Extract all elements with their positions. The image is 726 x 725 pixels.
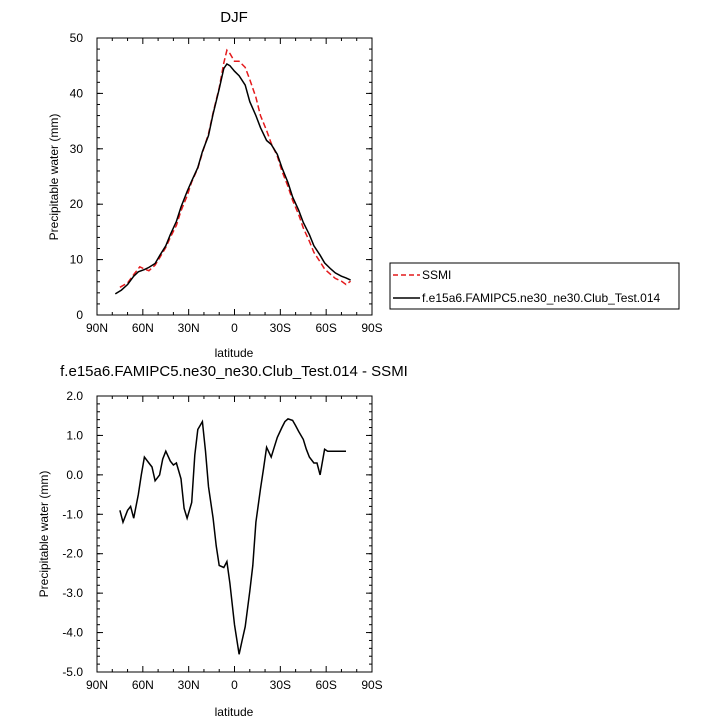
bottom-x-tick-label: 90N [86,678,108,692]
bottom-x-tick-label: 30S [270,678,291,692]
bottom-plot-frame [96,395,373,673]
bottom-y-tick-label: 0.0 [66,468,83,482]
top-series-layer [114,48,352,295]
bottom-y-tick-label: -1.0 [62,507,83,521]
top-x-tick-label: 0 [231,321,238,335]
bottom-xlabel: latitude [215,705,254,719]
top-x-tick-label: 60N [132,321,154,335]
bottom-series-layer [119,418,346,655]
top-chart-title: DJF [220,9,248,26]
top-x-tick-label: 60S [315,321,336,335]
top-y-tick-label: 50 [70,31,84,45]
legend-box [389,262,680,310]
bottom-series-line-0 [119,418,346,655]
top-y-tick-label: 40 [70,86,84,100]
top-series-line-0 [119,48,352,288]
top-xlabel: latitude [215,346,254,360]
bottom-chart-title: f.e15a6.FAMIPC5.ne30_ne30.Club_Test.014 … [60,363,408,380]
bottom-ylabel: Precipitable water (mm) [37,471,51,598]
bottom-y-tick-label: -2.0 [62,547,83,561]
bottom-y-tick-label: -4.0 [62,626,83,640]
top-series-line-1 [114,63,351,295]
top-chart: DJF 90N 60N 30N 0 30S 60S 90S 0 10 20 30 40 50 Preci… [47,9,383,360]
top-x-tick-label: 90N [86,321,108,335]
top-y-tick-label: 30 [70,142,84,156]
bottom-x-tick-label: 60S [315,678,336,692]
legend-label-model: f.e15a6.FAMIPC5.ne30_ne30.Club_Test.014 [422,291,660,305]
bottom-y-tick-label: -3.0 [62,586,83,600]
bottom-y-tick-label: 1.0 [66,428,83,442]
bottom-y-tick-label: -5.0 [62,665,83,679]
top-x-tick-label: 30N [178,321,200,335]
bottom-x-tick-label: 0 [231,678,238,692]
bottom-x-tick-label: 90S [361,678,382,692]
legend: SSMI f.e15a6.FAMIPC5.ne30_ne30.Club_Test… [389,262,680,310]
top-x-tick-label: 90S [361,321,382,335]
bottom-chart: f.e15a6.FAMIPC5.ne30_ne30.Club_Test.014 … [37,363,408,719]
bottom-x-tick-label: 60N [132,678,154,692]
top-plot-frame [96,37,373,316]
top-x-tick-label: 30S [270,321,291,335]
top-ylabel: Precipitable water (mm) [47,114,61,241]
top-y-tick-label: 10 [70,253,84,267]
bottom-axes: 90N 60N 30N 0 30S 60S 90S -5.0 -4.0 -3.0 -2.0 -1.0 0… [62,389,382,692]
legend-label-ssmi: SSMI [422,268,451,282]
bottom-y-tick-label: 2.0 [66,389,83,403]
bottom-x-tick-label: 30N [178,678,200,692]
top-y-tick-label: 20 [70,197,84,211]
top-y-tick-label: 0 [76,308,83,322]
top-axes: 90N 60N 30N 0 30S 60S 90S 0 10 20 30 40 50 [70,31,383,335]
